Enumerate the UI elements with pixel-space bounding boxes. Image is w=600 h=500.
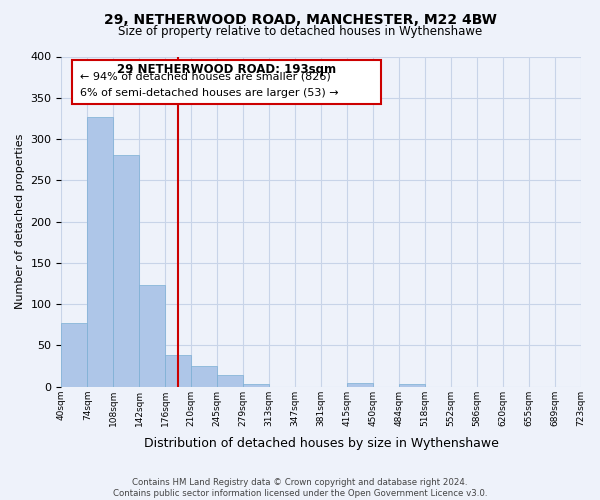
Bar xyxy=(61,323,88,386)
Text: ← 94% of detached houses are smaller (826): ← 94% of detached houses are smaller (82… xyxy=(80,72,331,82)
Bar xyxy=(243,384,269,386)
Bar xyxy=(347,384,373,386)
Text: Contains HM Land Registry data © Crown copyright and database right 2024.
Contai: Contains HM Land Registry data © Crown c… xyxy=(113,478,487,498)
X-axis label: Distribution of detached houses by size in Wythenshawe: Distribution of detached houses by size … xyxy=(143,437,499,450)
Bar xyxy=(191,366,217,386)
Text: 29, NETHERWOOD ROAD, MANCHESTER, M22 4BW: 29, NETHERWOOD ROAD, MANCHESTER, M22 4BW xyxy=(104,12,496,26)
Bar xyxy=(113,154,139,386)
Bar xyxy=(399,384,425,386)
Bar xyxy=(139,285,165,386)
Bar xyxy=(88,117,113,386)
Text: 6% of semi-detached houses are larger (53) →: 6% of semi-detached houses are larger (5… xyxy=(80,88,338,98)
Text: 29 NETHERWOOD ROAD: 193sqm: 29 NETHERWOOD ROAD: 193sqm xyxy=(116,63,336,76)
FancyBboxPatch shape xyxy=(72,60,380,104)
Bar xyxy=(217,375,243,386)
Bar xyxy=(165,356,191,386)
Y-axis label: Number of detached properties: Number of detached properties xyxy=(15,134,25,310)
Text: Size of property relative to detached houses in Wythenshawe: Size of property relative to detached ho… xyxy=(118,25,482,38)
